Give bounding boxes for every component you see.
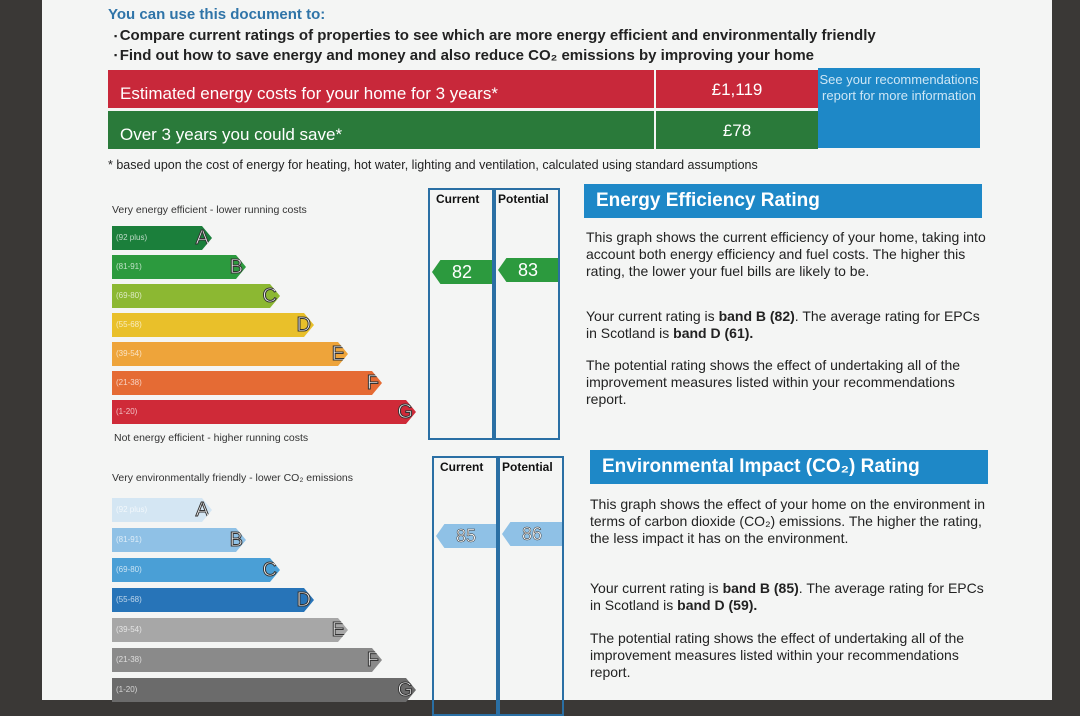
band-letter: F <box>366 649 379 671</box>
energy-para-3: The potential rating shows the effect of… <box>586 357 961 407</box>
footnote: * based upon the cost of energy for heat… <box>108 158 758 172</box>
band-range: (39-54) <box>116 625 142 634</box>
savings-value: £78 <box>654 111 818 149</box>
band-range: (1-20) <box>116 407 138 416</box>
intro-bullets: Compare current ratings of properties to… <box>114 26 876 65</box>
graph-bottom-label: Not energy efficient - higher running co… <box>114 432 309 444</box>
band-range: (55-68) <box>116 595 142 604</box>
band-e-bar: (39-54) E <box>112 342 348 366</box>
current-column: Current <box>428 188 494 440</box>
band-range: (55-68) <box>116 320 142 329</box>
band-letter: G <box>397 679 413 701</box>
band-letter: E <box>331 619 345 641</box>
estimated-cost-label: Estimated energy costs for your home for… <box>120 84 498 103</box>
band-letter: B <box>229 529 243 551</box>
band-range: (92 plus) <box>116 505 148 514</box>
cost-summary: Estimated energy costs for your home for… <box>108 70 818 152</box>
band-letter: C <box>262 285 277 307</box>
savings-row: Over 3 years you could save* £78 <box>108 111 818 149</box>
band-letter: B <box>229 256 243 278</box>
potential-column: Potential <box>498 456 564 716</box>
band-c-bar: (69-80) C <box>112 558 280 582</box>
band-letter: E <box>331 343 345 365</box>
band-c-bar: (69-80) C <box>112 284 280 308</box>
band-d-bar: (55-68) D <box>112 588 314 612</box>
band-b-bar: (81-91) B <box>112 528 246 552</box>
band-range: (69-80) <box>116 291 142 300</box>
energy-rating-heading: Energy Efficiency Rating <box>584 184 982 218</box>
band-f-bar: (21-38) F <box>112 371 382 395</box>
band-b-bar: (81-91) B <box>112 255 246 279</box>
current-rating-arrow: 82 <box>432 260 492 284</box>
band-range: (39-54) <box>116 349 142 358</box>
estimated-cost-row: Estimated energy costs for your home for… <box>108 70 818 108</box>
potential-column: Potential <box>494 188 560 440</box>
potential-header: Potential <box>498 192 549 206</box>
graph-top-label: Very environmentally friendly - lower CO… <box>112 472 353 484</box>
see-recommendations-box: See your recommendations report for more… <box>818 68 980 148</box>
band-g-bar: (1-20) G <box>112 400 416 424</box>
band-f-bar: (21-38) F <box>112 648 382 672</box>
estimated-cost-value: £1,119 <box>654 70 818 108</box>
potential-header: Potential <box>502 460 553 474</box>
potential-rating-arrow: 83 <box>498 258 558 282</box>
savings-label: Over 3 years you could save* <box>120 125 343 144</box>
current-header: Current <box>440 460 484 474</box>
current-header: Current <box>436 192 480 206</box>
graph-top-label: Very energy efficient - lower running co… <box>112 204 307 216</box>
energy-para-2: Your current rating is band B (82). The … <box>586 308 980 341</box>
band-letter: F <box>366 372 379 394</box>
band-range: (69-80) <box>116 565 142 574</box>
band-g-bar: (1-20) G <box>112 678 416 702</box>
band-d-bar: (55-68) D <box>112 313 314 337</box>
band-range: (21-38) <box>116 655 142 664</box>
band-range: (81-91) <box>116 535 142 544</box>
band-letter: D <box>296 589 311 611</box>
band-letter: G <box>397 401 413 423</box>
intro-title: You can use this document to: <box>108 6 326 23</box>
band-letter: A <box>195 227 209 249</box>
energy-para-1: This graph shows the current efficiency … <box>586 229 986 279</box>
environmental-impact-graph: Very environmentally friendly - lower CO… <box>110 456 564 716</box>
band-range: (1-20) <box>116 685 138 694</box>
band-letter: A <box>195 499 209 521</box>
environment-para-3: The potential rating shows the effect of… <box>590 630 965 680</box>
band-a-bar: (92 plus) A <box>112 226 212 250</box>
potential-rating-arrow: 86 <box>502 522 562 546</box>
current-column: Current <box>432 456 498 716</box>
band-letter: C <box>262 559 277 581</box>
bullet-item: Compare current ratings of properties to… <box>114 26 876 46</box>
band-range: (81-91) <box>116 262 142 271</box>
environment-para-1: This graph shows the effect of your home… <box>590 496 986 546</box>
epc-document: You can use this document to: Compare cu… <box>42 0 1052 716</box>
band-letter: D <box>296 314 311 336</box>
energy-efficiency-graph: Very energy efficient - lower running co… <box>110 188 564 444</box>
current-rating-arrow: 85 <box>436 524 496 548</box>
band-e-bar: (39-54) E <box>112 618 348 642</box>
environment-para-2: Your current rating is band B (85). The … <box>590 580 984 613</box>
band-range: (92 plus) <box>116 233 148 242</box>
band-range: (21-38) <box>116 378 142 387</box>
environment-rating-heading: Environmental Impact (CO₂) Rating <box>590 450 988 484</box>
bullet-item: Find out how to save energy and money an… <box>114 46 876 66</box>
band-a-bar: (92 plus) A <box>112 498 212 522</box>
